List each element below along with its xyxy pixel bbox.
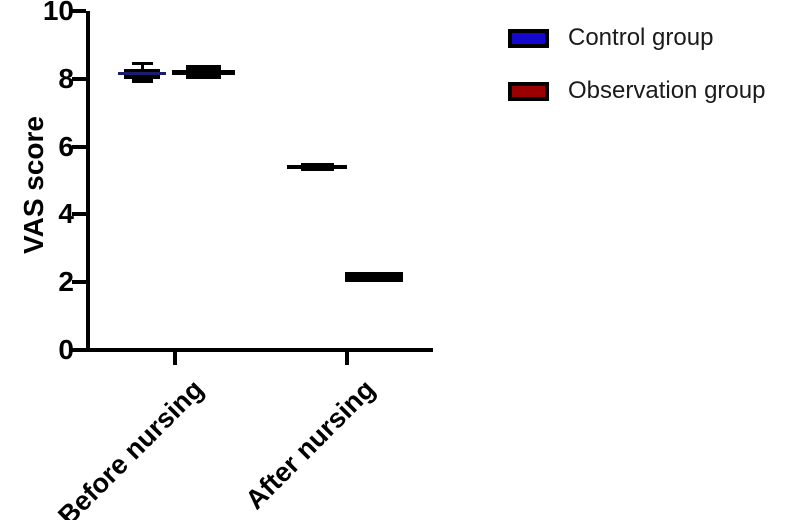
- x-tick: [173, 352, 177, 365]
- control-group-swatch: [508, 28, 549, 48]
- box-control-group-after-nursing-median-line: [287, 164, 347, 169]
- y-tick-label: 2: [58, 266, 74, 298]
- y-tick: [72, 76, 86, 81]
- y-tick-label: 10: [42, 0, 74, 26]
- box-control-group-before-nursing-whisker-cap-top: [131, 61, 153, 65]
- x-category-label: After nursing: [240, 374, 382, 516]
- box-observation-group-after-nursing: [345, 272, 403, 283]
- y-tick: [72, 212, 86, 217]
- box-control-group-before-nursing-whisker-cap-bottom: [131, 79, 153, 83]
- y-tick-label: 0: [58, 334, 74, 365]
- legend-item-control-group: Control group: [508, 24, 765, 51]
- x-category-label: Before nursing: [52, 374, 210, 520]
- y-axis-title: VAS score: [18, 116, 49, 254]
- y-tick-label: 6: [58, 130, 74, 162]
- y-tick-label: 4: [58, 198, 74, 230]
- y-tick-label: 8: [58, 62, 74, 94]
- y-axis: [86, 11, 90, 352]
- x-tick: [345, 352, 349, 365]
- y-tick: [72, 9, 86, 13]
- legend-label-control-group: Control group: [568, 24, 714, 51]
- y-tick: [72, 280, 86, 285]
- x-axis: [86, 348, 433, 352]
- legend-label-observation-group: Observation group: [568, 77, 766, 105]
- y-tick: [72, 348, 86, 352]
- legend-item-observation-group: Observation group: [508, 77, 766, 105]
- box-observation-group-before-nursing-median-line: [171, 69, 235, 75]
- legend: Control group Observation group: [508, 24, 766, 132]
- observation-group-swatch: [508, 82, 549, 102]
- y-tick: [72, 144, 86, 149]
- box-control-group-before-nursing-median-line: [118, 72, 166, 76]
